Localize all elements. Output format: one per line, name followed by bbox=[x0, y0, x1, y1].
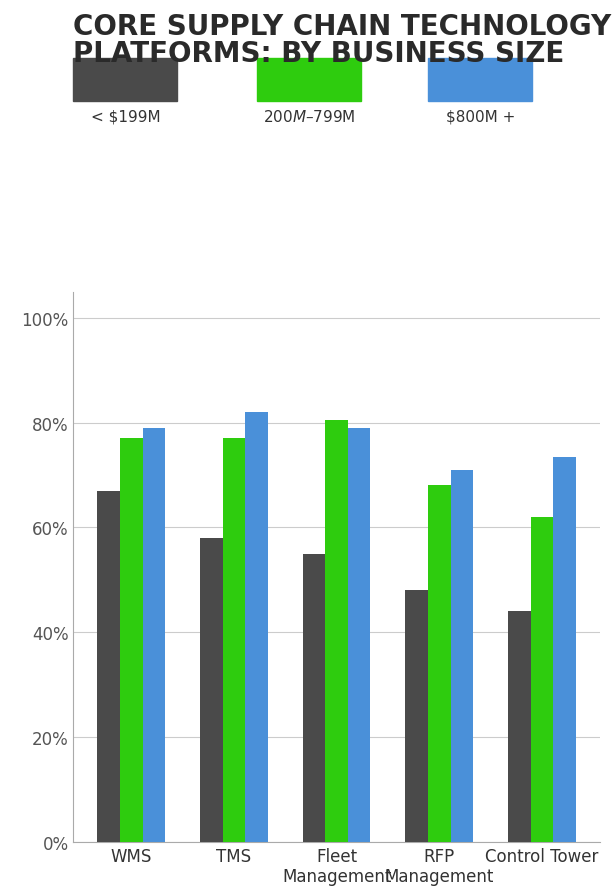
Bar bbox=[450, 470, 473, 842]
Bar bbox=[245, 413, 268, 842]
Bar bbox=[223, 439, 245, 842]
Text: CORE SUPPLY CHAIN TECHNOLOGY: CORE SUPPLY CHAIN TECHNOLOGY bbox=[73, 13, 611, 42]
Text: PLATFORMS: BY BUSINESS SIZE: PLATFORMS: BY BUSINESS SIZE bbox=[73, 40, 565, 68]
Bar bbox=[508, 611, 531, 842]
Bar bbox=[97, 491, 120, 842]
Bar bbox=[348, 429, 370, 842]
Bar bbox=[531, 517, 553, 842]
Bar bbox=[428, 486, 450, 842]
Bar bbox=[120, 439, 143, 842]
Text: $800M +: $800M + bbox=[446, 109, 515, 124]
Bar bbox=[200, 539, 223, 842]
Bar bbox=[143, 429, 165, 842]
Bar bbox=[303, 554, 326, 842]
Text: $200M – $799M: $200M – $799M bbox=[263, 109, 356, 125]
Text: < $199M: < $199M bbox=[91, 109, 160, 124]
Bar bbox=[326, 421, 348, 842]
Bar bbox=[405, 591, 428, 842]
Bar bbox=[553, 457, 576, 842]
